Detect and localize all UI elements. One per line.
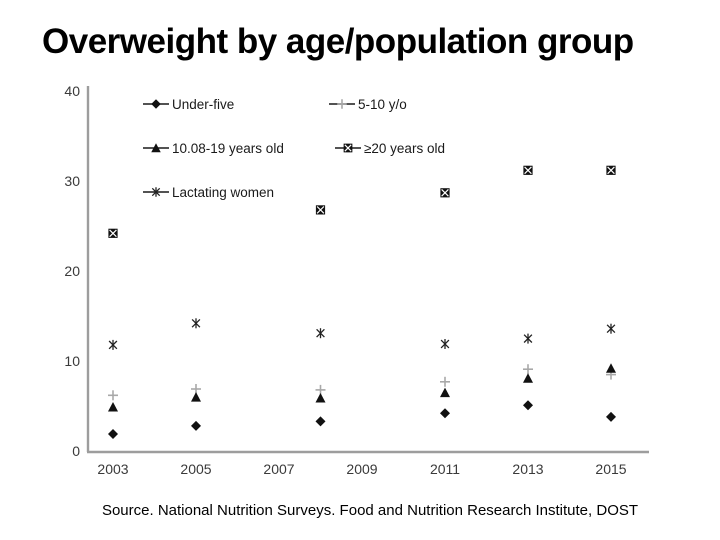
- x-tick-label: 2011: [429, 461, 461, 477]
- asterisk-marker-icon: [143, 187, 169, 197]
- marker-boxed-x: [440, 188, 450, 198]
- marker-asterisk: [108, 339, 118, 350]
- legend-label: Under-five: [172, 96, 235, 112]
- legend-item-10-19: 10.08-19 years old: [142, 139, 284, 157]
- marker-plus: [523, 364, 533, 375]
- marker-triangle: [191, 392, 201, 402]
- x-tick-label: 2015: [595, 461, 627, 477]
- marker-triangle: [606, 363, 616, 373]
- marker-boxed-x: [523, 165, 533, 175]
- marker-asterisk: [191, 318, 201, 329]
- marker-asterisk: [523, 333, 533, 344]
- source-note: Source. National Nutrition Surveys. Food…: [101, 502, 639, 519]
- y-tick-label: 30: [64, 173, 80, 189]
- x-tick-label: 2003: [97, 461, 129, 477]
- marker-asterisk: [151, 187, 161, 197]
- marker-boxed-x: [108, 228, 118, 238]
- marker-triangle: [440, 387, 450, 398]
- marker-triangle: [108, 402, 118, 412]
- marker-diamond: [440, 408, 450, 419]
- legend-item-20-plus: ≥20 years old: [334, 139, 445, 157]
- y-tick-label: 0: [72, 443, 80, 459]
- marker-boxed-x: [606, 165, 616, 175]
- marker-boxed-x: [315, 205, 326, 215]
- boxed-x-marker-icon: [335, 143, 361, 153]
- marker-boxed-x: [343, 143, 353, 153]
- legend-item-lactating: Lactating women: [142, 183, 274, 201]
- legend-label: 5-10 y/o: [358, 96, 407, 112]
- marker-triangle: [151, 143, 161, 153]
- x-tick-label: 2007: [263, 461, 295, 477]
- marker-triangle: [523, 373, 533, 383]
- marker-asterisk: [316, 328, 325, 339]
- marker-diamond: [523, 400, 533, 411]
- legend-label: Lactating women: [172, 184, 275, 200]
- marker-diamond: [151, 99, 161, 109]
- marker-triangle: [315, 393, 326, 403]
- marker-diamond: [315, 416, 326, 427]
- y-tick-label: 40: [64, 83, 80, 99]
- marker-plus: [108, 390, 118, 401]
- marker-asterisk: [440, 339, 450, 349]
- diamond-marker-icon: [143, 99, 169, 109]
- chart-title: Overweight by age/population group: [42, 22, 634, 61]
- y-tick-label: 20: [64, 263, 80, 279]
- triangle-marker-icon: [143, 143, 169, 153]
- marker-diamond: [191, 420, 201, 431]
- legend-label: ≥20 years old: [364, 140, 445, 156]
- legend-item-under-five: Under-five: [142, 95, 234, 113]
- y-tick-label: 10: [64, 353, 80, 369]
- marker-diamond: [108, 429, 118, 439]
- legend-item-5-10: 5-10 y/o: [328, 95, 407, 113]
- marker-diamond: [606, 411, 616, 422]
- x-tick-label: 2009: [346, 461, 378, 477]
- legend-label: 10.08-19 years old: [172, 140, 284, 156]
- marker-plus: [440, 376, 450, 387]
- plus-marker-icon: [329, 99, 355, 109]
- marker-plus: [337, 99, 347, 109]
- x-tick-label: 2005: [180, 461, 212, 477]
- x-tick-label: 2013: [512, 461, 544, 477]
- marker-asterisk: [606, 323, 616, 334]
